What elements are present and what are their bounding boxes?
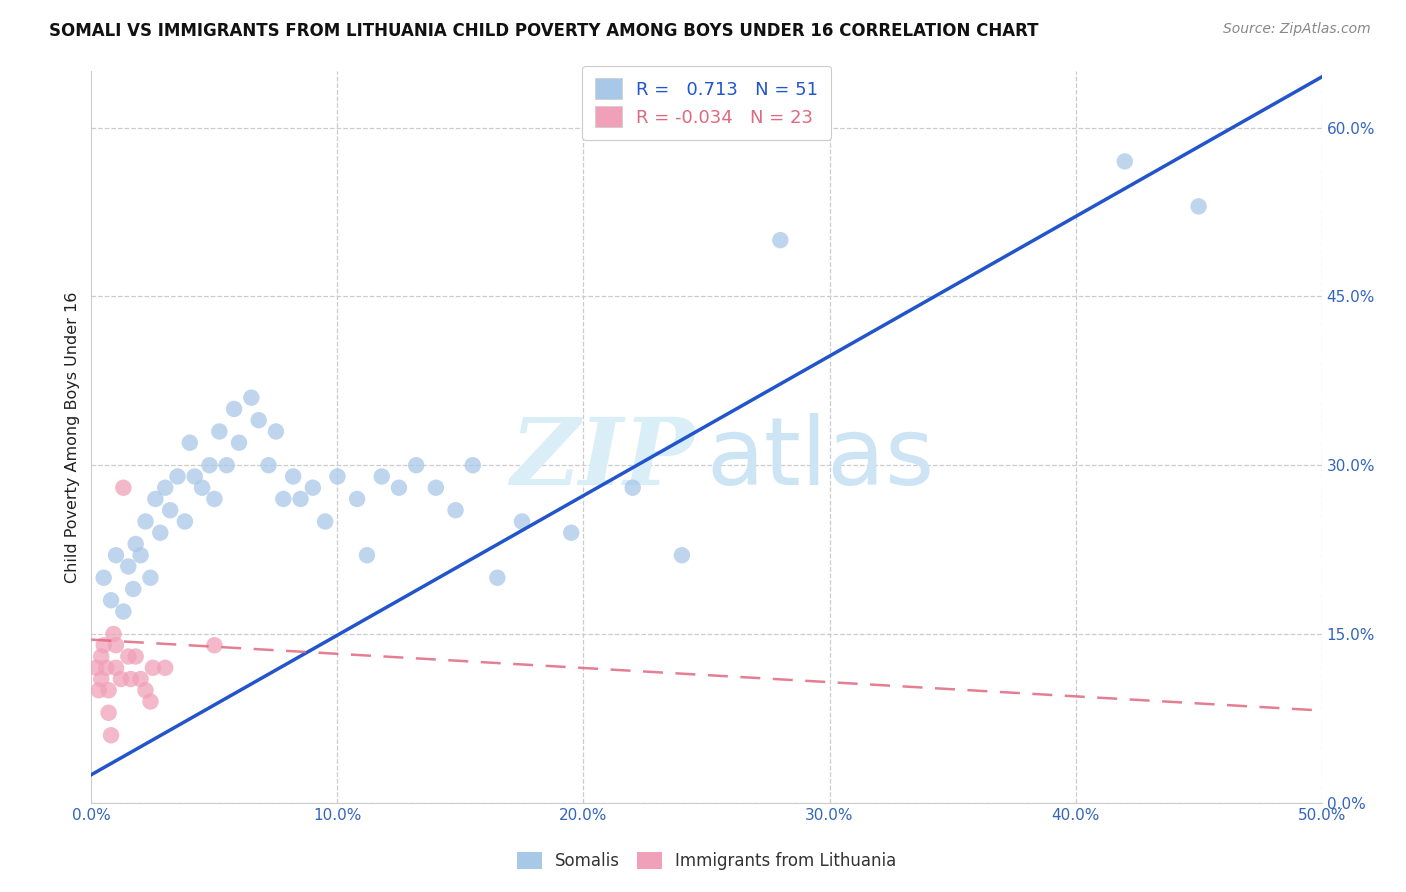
Point [86, 661, 108, 675]
Point [215, 458, 238, 473]
Point [112, 605, 135, 619]
Point [560, 525, 582, 540]
Point [769, 233, 792, 247]
Point [425, 481, 447, 495]
Point [129, 672, 152, 686]
Point [388, 481, 411, 495]
Point [122, 582, 145, 596]
Point [222, 401, 246, 416]
Point [671, 548, 693, 562]
Point [135, 515, 156, 529]
Point [370, 469, 392, 483]
Point [264, 425, 287, 439]
Point [159, 503, 181, 517]
Point [93, 638, 115, 652]
Point [461, 458, 484, 473]
Point [179, 435, 201, 450]
Legend: Somalis, Immigrants from Lithuania: Somalis, Immigrants from Lithuania [509, 844, 904, 879]
Point [90, 649, 112, 664]
Point [198, 458, 221, 473]
Point [100, 593, 122, 607]
Point [257, 458, 280, 473]
Point [1114, 154, 1136, 169]
Point [112, 481, 135, 495]
Point [356, 548, 378, 562]
Text: ZIP: ZIP [510, 414, 695, 504]
Point [149, 525, 172, 540]
Point [444, 503, 467, 517]
Point [208, 425, 231, 439]
Point [97, 683, 120, 698]
Point [124, 537, 146, 551]
Point [405, 458, 427, 473]
Point [105, 661, 127, 675]
Point [281, 469, 304, 483]
Point [145, 491, 166, 506]
Point [183, 469, 207, 483]
Text: atlas: atlas [706, 413, 935, 505]
Point [129, 548, 152, 562]
Point [96, 661, 117, 675]
Point [142, 661, 165, 675]
Point [120, 672, 142, 686]
Point [105, 638, 127, 652]
Point [110, 672, 132, 686]
Text: SOMALI VS IMMIGRANTS FROM LITHUANIA CHILD POVERTY AMONG BOYS UNDER 16 CORRELATIO: SOMALI VS IMMIGRANTS FROM LITHUANIA CHIL… [49, 22, 1039, 40]
Point [117, 649, 139, 664]
Point [314, 515, 336, 529]
Point [100, 728, 122, 742]
Point [174, 515, 197, 529]
Y-axis label: Child Poverty Among Boys Under 16: Child Poverty Among Boys Under 16 [65, 292, 80, 582]
Point [621, 481, 644, 495]
Text: Source: ZipAtlas.com: Source: ZipAtlas.com [1223, 22, 1371, 37]
Point [153, 661, 177, 675]
Point [240, 391, 263, 405]
Point [135, 683, 156, 698]
Point [103, 627, 125, 641]
Point [326, 469, 349, 483]
Point [124, 649, 146, 664]
Point [486, 571, 509, 585]
Point [202, 491, 225, 506]
Point [90, 672, 112, 686]
Point [139, 694, 162, 708]
Point [191, 481, 214, 495]
Point [247, 413, 270, 427]
Point [1187, 199, 1209, 213]
Point [93, 571, 115, 585]
Point [346, 491, 368, 506]
Point [510, 515, 533, 529]
Point [97, 706, 120, 720]
Point [87, 683, 110, 698]
Point [166, 469, 188, 483]
Point [105, 548, 127, 562]
Point [117, 559, 139, 574]
Point [153, 481, 177, 495]
Point [290, 491, 312, 506]
Point [139, 571, 162, 585]
Point [202, 638, 225, 652]
Point [301, 481, 323, 495]
Point [271, 491, 295, 506]
Point [228, 435, 250, 450]
